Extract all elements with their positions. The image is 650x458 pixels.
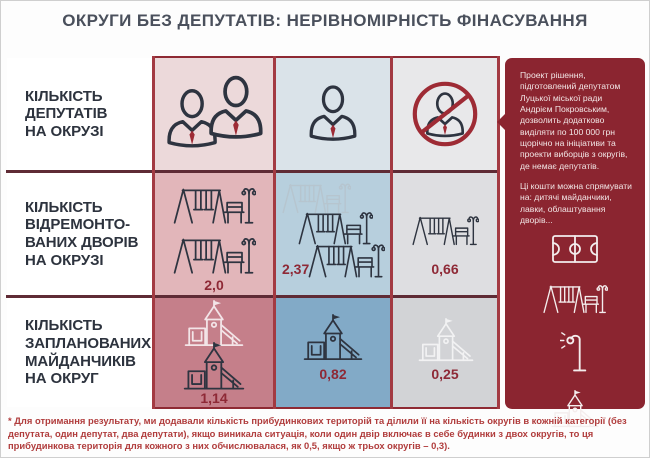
row-label-cell-playgrounds: КІЛЬКІСТЬ ЗАПЛАНОВАНИХ МАЙДАНЧИКІВ НА ОК…: [7, 298, 152, 407]
yards-value-1: 2,0: [204, 277, 224, 293]
sidebar-paragraph-2: Ці кошти можна спрямувати на: дитячі май…: [520, 181, 632, 226]
sidebar-paragraph-1: Проект рішення, підготовлений депутатом …: [520, 70, 628, 171]
no-deputy-icon: [412, 81, 478, 147]
playground-icon-faded: [417, 318, 475, 364]
row-label-cell-deputies: КІЛЬКІСТЬ ДЕПУТАТІВ НА ОКРУЗІ: [7, 58, 152, 170]
one-deputy-icon: [309, 85, 357, 141]
row-label-playgrounds: КІЛЬКІСТЬ ЗАПЛАНОВАНИХ МАЙДАНЧИКІВ НА ОК…: [25, 317, 152, 388]
sidebar-icons: [505, 235, 645, 430]
cell-yards-two-deputies: 2,0: [155, 173, 273, 295]
yards-value-3: 0,66: [431, 261, 459, 277]
playgrounds-value-3: 0,25: [431, 366, 459, 382]
grid-line-col2: [390, 56, 393, 409]
row-label-deputies: КІЛЬКІСТЬ ДЕПУТАТІВ НА ОКРУЗІ: [25, 87, 108, 140]
grid-line-top: [153, 56, 498, 58]
cell-playgrounds-two-deputies: 1,14: [155, 298, 273, 407]
yard-icon: [411, 209, 479, 249]
grid-line-row1: [6, 170, 498, 173]
grid-line-col3: [497, 56, 500, 409]
sidebar-pointer: [497, 113, 506, 131]
street-lamp-icon: [560, 332, 590, 375]
cell-deputies-two: [155, 58, 273, 170]
grid-line-col0: [152, 56, 155, 409]
cell-playgrounds-no-deputy: 0,25: [393, 298, 497, 407]
playgrounds-value-2: 0,82: [319, 366, 347, 382]
cell-yards-no-deputy: 0,66: [393, 173, 497, 295]
yards-value-2: 2,37: [282, 261, 310, 277]
cell-yards-one-deputy: 2,37: [276, 173, 390, 295]
two-deputies-icon: [167, 75, 263, 148]
grid-line-row2: [6, 295, 498, 298]
cell-deputies-one: [276, 58, 390, 170]
row-label-yards: КІЛЬКІСТЬ ВІДРЕМОНТО- ВАНИХ ДВОРІВ НА ОК…: [25, 198, 139, 269]
playground-icon: [302, 314, 364, 364]
cell-deputies-none: [393, 58, 497, 170]
grid-line-col1: [273, 56, 276, 409]
yard-icon: [172, 229, 256, 278]
yard-icon: [172, 179, 256, 228]
footnote: * Для отримання результату, ми додавали …: [8, 415, 627, 451]
basketball-court-icon: [552, 235, 598, 263]
yard-icon: [542, 278, 608, 317]
sidebar-panel: Проект рішення, підготовлений депутатом …: [497, 58, 645, 409]
row-label-cell-yards: КІЛЬКІСТЬ ВІДРЕМОНТО- ВАНИХ ДВОРІВ НА ОК…: [7, 173, 152, 295]
grid-line-bottom: [153, 407, 498, 409]
playgrounds-value-1: 1,14: [200, 390, 228, 406]
yard-icon: [307, 236, 385, 282]
page-title: ОКРУГИ БЕЗ ДЕПУТАТІВ: НЕРІВНОМІРНІСТЬ ФІ…: [62, 11, 588, 30]
cell-playgrounds-one-deputy: 0,82: [276, 298, 390, 407]
playground-icon: [182, 342, 246, 393]
